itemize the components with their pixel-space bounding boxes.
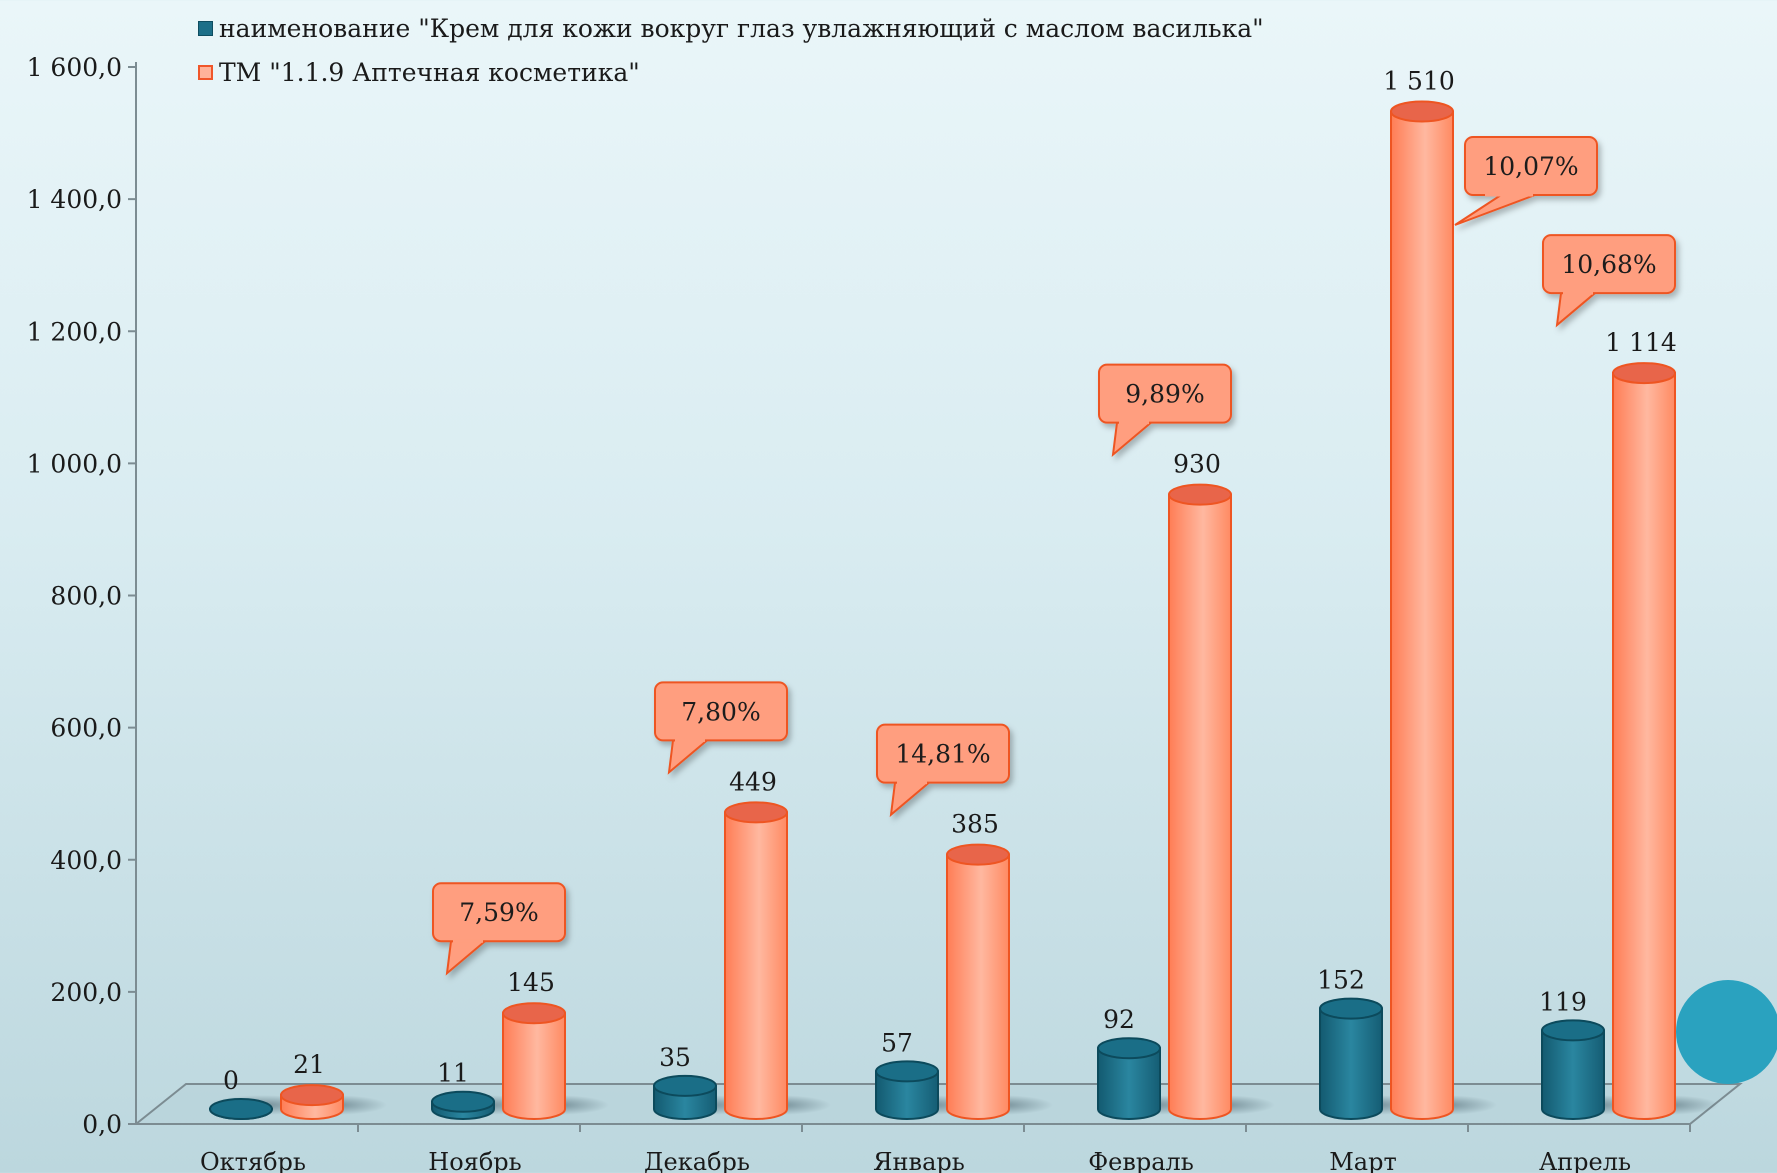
callout-text: 10,07% xyxy=(1483,152,1578,181)
data-label-series-1: 0 xyxy=(223,1066,239,1095)
bar-series-2 xyxy=(1390,100,1497,1120)
data-label-series-2: 385 xyxy=(951,810,999,839)
callout-text: 9,89% xyxy=(1125,380,1204,409)
legend-swatch-series-1 xyxy=(198,20,213,36)
bar-series-1 xyxy=(1097,1037,1204,1120)
data-label-series-1: 11 xyxy=(437,1059,469,1088)
callout-tail xyxy=(1555,292,1598,328)
callout-percent: 10,68% xyxy=(1542,234,1676,328)
bar-top xyxy=(875,1060,939,1083)
bar-body xyxy=(1319,1007,1383,1120)
bar-body xyxy=(502,1012,566,1120)
bar-series-1 xyxy=(1541,1019,1648,1120)
bar-series-2 xyxy=(502,1002,609,1120)
callout-tail xyxy=(445,940,488,976)
callout-box xyxy=(654,681,788,742)
y-tick-label: 200,0 xyxy=(50,978,122,1007)
bar-series-2 xyxy=(1612,362,1719,1120)
bar-body xyxy=(1390,110,1454,1120)
legend-label-series-2: ТМ "1.1.9 Аптечная косметика" xyxy=(219,57,640,87)
y-tick-label: 400,0 xyxy=(50,846,122,875)
x-tick-label: Апрель xyxy=(1539,1148,1631,1173)
bar-body xyxy=(946,853,1010,1120)
bar-body xyxy=(875,1070,939,1120)
legend-swatch-series-2 xyxy=(198,64,213,80)
bar-top xyxy=(1541,1019,1605,1042)
y-tick-label: 1 200,0 xyxy=(27,317,122,346)
bar-series-2 xyxy=(280,1084,387,1120)
data-label-series-2: 1 114 xyxy=(1605,328,1677,357)
legend-item-series-2: ТМ "1.1.9 Аптечная косметика" xyxy=(198,50,1264,94)
decorative-circle xyxy=(1676,980,1777,1084)
callout-tail xyxy=(1111,421,1154,458)
legend-label-series-1: наименование "Крем для кожи вокруг глаз … xyxy=(219,13,1264,43)
bar-top xyxy=(724,801,788,824)
y-tick-label: 1 600,0 xyxy=(27,53,122,82)
bar-top xyxy=(1612,362,1676,385)
legend: наименование "Крем для кожи вокруг глаз … xyxy=(198,6,1264,94)
x-tick-label: Ноябрь xyxy=(428,1148,521,1173)
callout-text: 7,80% xyxy=(681,697,760,726)
callout-percent: 7,80% xyxy=(654,681,788,775)
data-label-series-2: 449 xyxy=(729,767,777,796)
legend-item-series-1: наименование "Крем для кожи вокруг глаз … xyxy=(198,6,1264,50)
y-tick-label: 600,0 xyxy=(50,714,122,743)
data-label-series-1: 35 xyxy=(659,1043,691,1072)
bar-body xyxy=(1612,372,1676,1120)
bar-top xyxy=(1168,483,1232,506)
y-tick-label: 1 400,0 xyxy=(27,185,122,214)
data-label-series-1: 57 xyxy=(881,1028,913,1057)
bar-top xyxy=(502,1002,566,1025)
callout-box xyxy=(1098,363,1232,424)
callout-box xyxy=(1542,234,1676,295)
x-tick-label: Февраль xyxy=(1088,1148,1194,1173)
callout-percent: 14,81% xyxy=(876,723,1010,818)
bar-top xyxy=(1097,1037,1161,1060)
callout-percent: 9,89% xyxy=(1098,363,1232,458)
bar-series-2 xyxy=(724,801,831,1120)
data-label-series-2: 930 xyxy=(1173,450,1221,479)
bar-body xyxy=(724,811,788,1120)
bar-top xyxy=(280,1084,344,1107)
callout-percent: 7,59% xyxy=(432,882,566,976)
y-tick-label: 0,0 xyxy=(82,1110,122,1139)
x-tick-label: Октябрь xyxy=(200,1148,306,1173)
data-label-series-1: 119 xyxy=(1539,987,1587,1016)
bar-body xyxy=(1168,493,1232,1120)
bar-top xyxy=(431,1090,495,1113)
data-label-series-2: 1 510 xyxy=(1383,66,1455,95)
bar-body xyxy=(1097,1047,1161,1120)
data-label-series-2: 145 xyxy=(507,968,555,997)
x-tick-label: Январь xyxy=(873,1148,965,1173)
callout-box xyxy=(876,723,1010,784)
bar-top xyxy=(1319,997,1383,1020)
data-label-series-1: 152 xyxy=(1317,966,1365,995)
callout-tail xyxy=(889,781,932,818)
callout-tail xyxy=(667,739,710,775)
bar-top xyxy=(946,843,1010,866)
bar-top xyxy=(209,1098,273,1120)
callout-box xyxy=(432,882,566,943)
callout-text: 7,59% xyxy=(459,898,538,927)
bar-top xyxy=(653,1074,717,1097)
x-tick-label: Март xyxy=(1329,1148,1397,1173)
data-label-series-1: 92 xyxy=(1103,1005,1135,1034)
bar-top xyxy=(1390,100,1454,123)
x-tick-label: Декабрь xyxy=(644,1148,750,1173)
bar-series-2 xyxy=(946,843,1053,1120)
callout-text: 14,81% xyxy=(895,740,990,769)
y-tick-label: 1 000,0 xyxy=(27,449,122,478)
callout-text: 10,68% xyxy=(1561,250,1656,279)
bar-series-2 xyxy=(1168,483,1275,1120)
y-tick-label: 800,0 xyxy=(50,582,122,611)
data-label-series-2: 21 xyxy=(293,1050,325,1079)
callout-tail xyxy=(1454,194,1536,226)
bar-body xyxy=(1541,1029,1605,1120)
callout-percent: 10,07% xyxy=(1454,136,1598,226)
